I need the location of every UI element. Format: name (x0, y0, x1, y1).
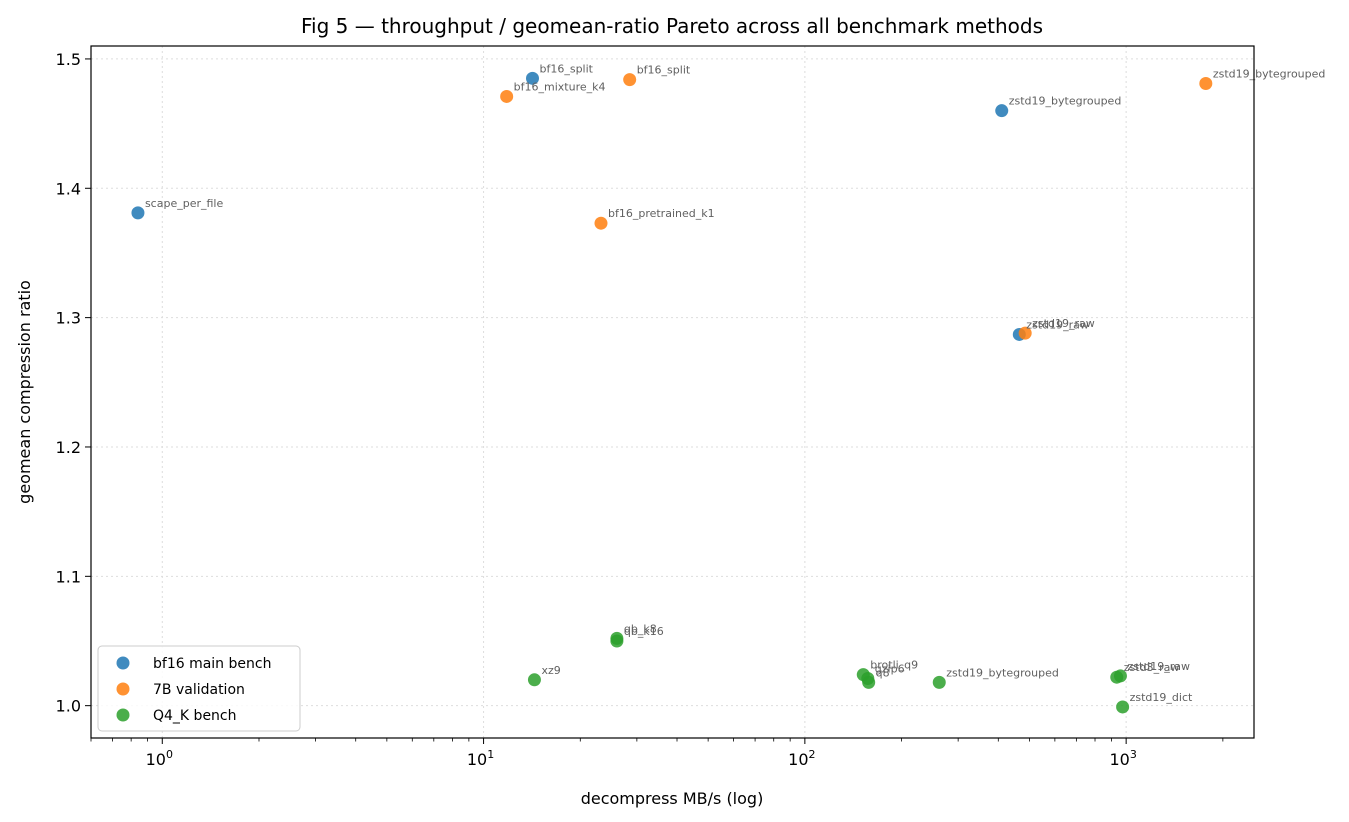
x-tick-label: 100 (146, 748, 173, 769)
point-label: bf16_mixture_k4 (514, 80, 606, 93)
point-label: zstd19_dict (1130, 691, 1193, 704)
legend: bf16 main bench 7B validation Q4_K bench (97, 645, 301, 732)
x-axis-label: decompress MB/s (log) (581, 789, 764, 808)
legend-label: bf16 main bench (153, 656, 271, 672)
legend-label: Q4_K bench (153, 708, 237, 724)
data-point (500, 89, 514, 103)
data-point (1199, 77, 1213, 91)
point-label: zstd19_bytegrouped (1009, 95, 1122, 108)
legend-label: 7B validation (153, 682, 245, 698)
point-label: zstd19_raw (1127, 660, 1190, 673)
y-tick-label: 1.0 (56, 697, 81, 716)
x-tick-label: 102 (788, 748, 815, 769)
chart-title: Fig 5 — throughput / geomean-ratio Paret… (301, 14, 1043, 38)
data-point (527, 673, 541, 687)
legend-marker (116, 656, 130, 670)
point-label: zstd3_raw (1124, 661, 1180, 674)
axis-ticks: 100 101 102 103 1.0 1.1 1.2 1.3 1.4 1.5 (56, 50, 1224, 769)
point-labels: scape_per_file bf16_split zstd19_bytegroup… (145, 62, 1325, 704)
point-label: zstd19_bytegrouped (946, 666, 1059, 679)
legend-box (97, 645, 301, 732)
plot-frame (90, 45, 1255, 739)
point-label: bf16_split (637, 64, 691, 77)
data-point (1113, 669, 1127, 683)
data-point (623, 73, 637, 87)
data-point (862, 675, 876, 689)
data-points (131, 71, 1213, 714)
data-point (932, 675, 946, 689)
y-tick-label: 1.4 (56, 179, 81, 198)
data-point (131, 206, 145, 220)
data-point (525, 71, 539, 85)
grid-lines (91, 46, 1254, 738)
y-tick-label: 1.5 (56, 50, 81, 69)
y-tick-label: 1.2 (56, 438, 81, 457)
point-label: q8 (876, 666, 890, 679)
data-point (1116, 700, 1130, 714)
data-point (1018, 326, 1032, 340)
point-label: zstd19_bytegrouped (1213, 68, 1326, 81)
point-label: bf16_split (539, 62, 593, 75)
y-tick-label: 1.3 (56, 309, 81, 328)
legend-marker (116, 708, 130, 722)
y-axis-label: geomean compression ratio (15, 280, 34, 504)
point-label: scape_per_file (145, 197, 224, 210)
point-label: brotli_q9 (870, 659, 918, 672)
point-label: zstd19_raw (1032, 317, 1095, 330)
point-label: bf16_pretrained_k1 (608, 207, 715, 220)
data-point (610, 634, 624, 648)
point-label: xz9 (541, 664, 560, 677)
data-point (995, 104, 1009, 118)
point-label: qb_k8 (624, 622, 657, 635)
legend-marker (116, 682, 130, 696)
data-point (594, 216, 608, 230)
point-label: gzip6 (875, 663, 905, 676)
y-tick-label: 1.1 (56, 567, 81, 586)
point-label: zstd19_raw (1026, 318, 1089, 331)
x-tick-label: 101 (467, 748, 494, 769)
x-tick-label: 103 (1109, 748, 1136, 769)
point-label: qb_k16 (624, 625, 664, 638)
